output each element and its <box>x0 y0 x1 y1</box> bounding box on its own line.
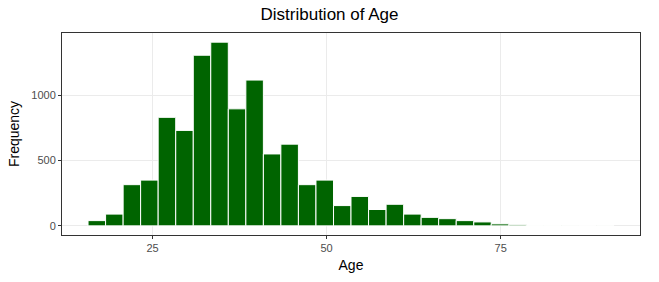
svg-text:25: 25 <box>146 242 158 254</box>
svg-text:Frequency: Frequency <box>6 101 22 167</box>
svg-text:500: 500 <box>37 154 55 166</box>
svg-text:Age: Age <box>339 257 364 273</box>
svg-text:75: 75 <box>495 242 507 254</box>
svg-text:Distribution of Age: Distribution of Age <box>261 5 399 24</box>
svg-text:50: 50 <box>321 242 333 254</box>
svg-text:1000: 1000 <box>31 89 55 101</box>
svg-text:0: 0 <box>50 220 56 232</box>
